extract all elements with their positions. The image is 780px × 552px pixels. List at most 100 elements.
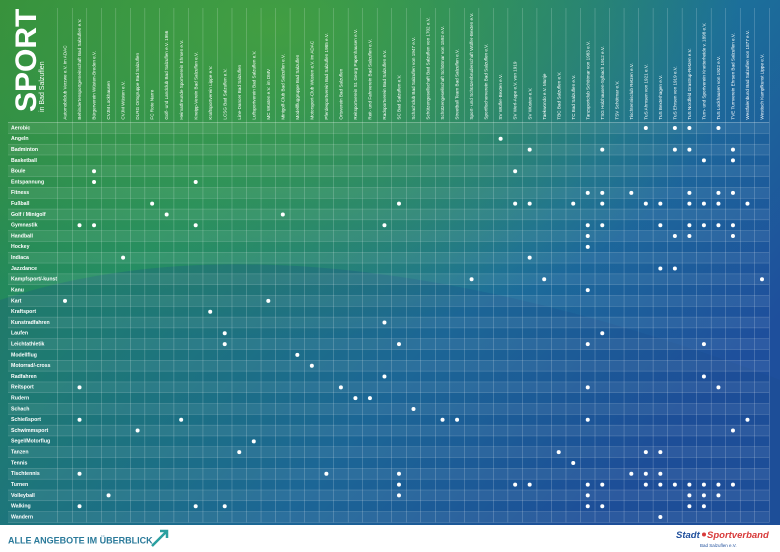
subtitle: in Bad Salzuflen [39,61,46,112]
column-label: Radsportverein Bad Salzuflen e.V. [382,50,387,120]
offer-dot [658,266,663,271]
offer-dot [367,396,372,401]
background-glow [0,0,780,525]
offer-dot [382,320,387,325]
column-label: Line-Dancer Bad Salzuflen [237,65,242,120]
column-label: TSG Holzhausen-Sylbach 1912 e.V. [600,46,605,119]
row-label: Rudern [11,396,29,402]
column-label: FC Rote Narre [150,89,155,119]
row-label: Kraftsport [11,309,36,315]
offer-dot [687,147,692,152]
column-label: TuS Nordfeld Grastrup-Retzen e.V. [687,48,692,119]
offer-dot [701,493,706,498]
offer-dot [600,504,605,509]
offer-dot [193,180,198,185]
column-label: Kneipp-Verein Bad Salzuflen e.V. [193,52,198,120]
row-label: Kart [11,298,22,304]
offer-dot [687,234,692,239]
row-label: Segel/Motorflug [11,439,50,445]
row-label: Boule [11,169,26,175]
offer-dot [687,493,692,498]
offer-dot [672,234,677,239]
row-band [8,446,770,458]
column-label: Schachclub Bad Salzuflen von 1947 e.V. [411,37,416,120]
column-label: Luftsportverein Bad Salzuflen e.V. [251,50,256,119]
column-label: Modellfluggruppe Bad Salzuflen [295,54,300,119]
row-label: Fußball [11,201,30,207]
row-band [8,295,770,307]
offer-dot [571,201,576,206]
row-band [8,252,770,264]
column-label: Motorsport-Club Wüsten e.V. im ADAC [309,40,314,119]
row-label: Schießsport [11,417,41,423]
offer-dot [643,201,648,206]
row-label: Schwimmsport [11,428,48,434]
row-label: Angeln [11,136,29,142]
offer-dot [585,223,590,228]
offer-dot [208,309,213,314]
column-label: Turn- und Sportverein Knetterheide v. 18… [702,23,707,120]
offer-dot [687,223,692,228]
row-band [8,403,770,415]
row-band [8,187,770,199]
offer-dot [600,201,605,206]
offer-dot [585,482,590,487]
offer-dot [745,417,750,422]
offer-dot [585,288,590,293]
column-label: TVE Turnverein Ehrsen Bad Salzuflen e.V. [731,33,736,119]
column-label: CVJM Wüsten e.V. [121,81,126,119]
offer-dot [324,471,329,476]
offer-dot [77,471,82,476]
column-label: Taekwondo e.V. Munje [542,73,547,119]
column-label: TuS Lockhausen von 1922 e.V. [716,56,721,120]
offer-dot [629,190,634,195]
column-label: Tischtennisclub Retzen e.V. [629,63,634,119]
offer-dot [382,223,387,228]
offer-dot [251,439,256,444]
offer-dot [222,504,227,509]
row-label: Tischtennis [11,471,40,477]
offer-dot [338,385,343,390]
column-label: Sportfischerverein Bad Salzuflen e.V. [484,44,489,120]
offer-dot [701,201,706,206]
row-label: Entspannung [11,179,44,185]
row-band [8,144,770,156]
column-label: SV Wüsten e.V. [527,88,532,120]
offer-dot [716,201,721,206]
offer-dot [716,126,721,130]
column-label: Heimatfreunde Sportverein Ehrsen e.V. [179,40,184,120]
offer-dot [396,482,401,487]
column-label: SV Werl-Aspe e.V. von 1919 [513,61,518,119]
offer-dot [701,504,706,509]
offer-dot [63,298,67,303]
offer-dot [730,190,735,195]
row-label: Walking [11,504,31,510]
offer-dot [585,504,590,509]
offer-dot [701,158,706,163]
offer-dot [266,298,271,303]
row-label: Volleyball [11,493,35,499]
column-label: Schützengesellschaft Bad Salzuflen von 1… [426,17,431,119]
offer-dot [498,136,503,141]
row-band [8,122,770,134]
row-label: Aerobic [11,125,30,131]
offer-dot [237,450,242,455]
offer-dot [658,201,663,206]
row-label: Golf / Minigolf [11,212,46,218]
row-label: Fitness [11,190,29,196]
column-label: Behindertensportgemeinschaft Bad Salzufl… [77,19,82,120]
offer-dot [658,223,663,228]
offer-dot [222,331,227,336]
row-label: Basketball [11,158,38,164]
footer-text: ALLE ANGEBOTE IM ÜBERBLICK [8,535,153,545]
offer-dot [658,471,663,476]
offer-dot [179,417,184,422]
row-label: Reitsport [11,385,34,391]
column-label: TuS Ahmsen von 1921 e.V. [643,64,648,119]
column-label: Golf- und Landclub Bad Salzuflen e.V. 19… [164,30,169,119]
column-label: Automobilclub Verzwe e.V. im ADAC [63,45,68,120]
offer-dot [396,493,401,498]
offer-dot [77,417,82,422]
column-label: Kraftsportverein Lippe e.V. [208,66,213,120]
